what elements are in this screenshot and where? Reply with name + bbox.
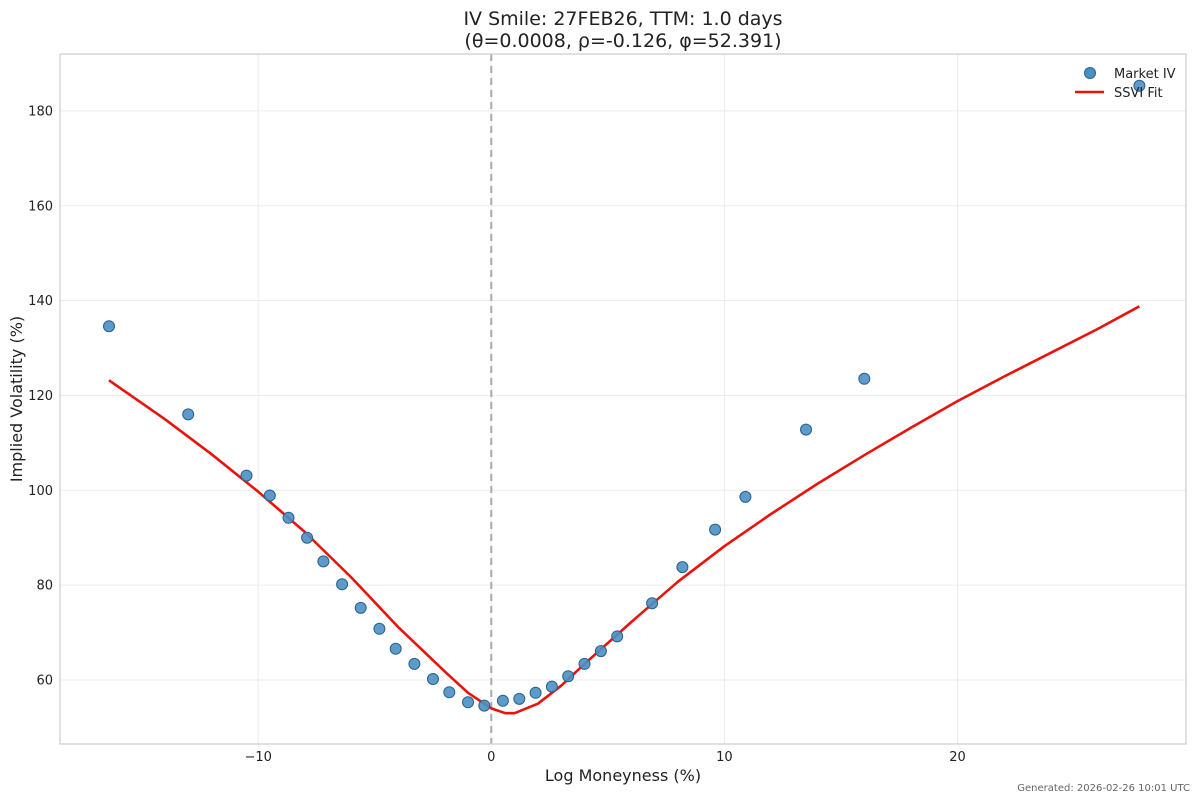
market-iv-point (103, 320, 115, 333)
market-iv-point (373, 622, 386, 635)
ssvi-fit-line (108, 305, 1141, 715)
x-tick-label: 20 (949, 750, 966, 765)
y-tick-label: 80 (36, 579, 53, 594)
legend-market-iv-label: Market IV (1114, 67, 1176, 82)
legend-ssvi-fit-label: SSVI Fit (1114, 86, 1163, 101)
market-iv-point (545, 680, 558, 693)
market-iv-point (709, 523, 722, 536)
chart-subtitle: (θ=0.0008, ρ=-0.126, φ=52.391) (464, 30, 781, 52)
y-tick-label: 180 (28, 104, 53, 119)
chart-title: IV Smile: 27FEB26, TTM: 1.0 days (463, 8, 782, 30)
market-iv-point (513, 692, 526, 705)
y-tick-label: 100 (28, 484, 53, 499)
y-tick-label: 60 (36, 673, 53, 688)
grid-lines (60, 54, 1186, 744)
market-iv-point (240, 469, 253, 482)
y-axis-ticks: 60 80 100 120 140 160 180 (28, 104, 53, 688)
legend-market-iv-marker (1084, 67, 1096, 79)
market-iv-point (676, 561, 689, 574)
y-tick-label: 160 (28, 199, 53, 214)
market-iv-point (611, 630, 624, 643)
market-iv-point (443, 686, 456, 699)
market-iv-point (739, 490, 752, 503)
plot-frame (59, 53, 1187, 745)
plot-background (60, 54, 1186, 744)
market-iv-point (336, 578, 349, 591)
market-iv-point (462, 696, 474, 709)
market-iv-point (282, 511, 295, 524)
market-iv-point (182, 408, 195, 421)
market-iv-point (562, 670, 575, 683)
market-iv-point (496, 694, 509, 707)
series-layer (103, 79, 1146, 715)
market-iv-point (800, 423, 812, 436)
market-iv-point (427, 673, 439, 685)
market-iv-point (529, 686, 542, 699)
x-tick-label: 10 (716, 750, 733, 765)
market-iv-point (1133, 79, 1146, 92)
legend: Market IV SSVI Fit (1075, 67, 1176, 101)
market-iv-point (858, 372, 871, 385)
x-tick-label: 0 (487, 750, 495, 765)
y-tick-label: 140 (28, 294, 53, 309)
x-axis-ticks: −10 0 10 20 (244, 750, 965, 765)
market-iv-point (317, 555, 330, 568)
market-iv-point (354, 601, 367, 614)
market-iv-point (594, 645, 607, 658)
market-iv-point (408, 657, 421, 670)
market-iv-point (646, 597, 659, 610)
market-iv-point (301, 531, 314, 544)
x-tick-label: −10 (244, 750, 271, 765)
market-iv-point (389, 642, 402, 655)
market-iv-point (578, 657, 591, 670)
market-iv-point (263, 489, 276, 502)
x-axis-label: Log Moneyness (%) (545, 766, 701, 785)
y-axis-label: Implied Volatility (%) (7, 316, 26, 482)
y-tick-label: 120 (28, 389, 53, 404)
market-iv-point (478, 699, 491, 712)
generated-timestamp: Generated: 2026-02-26 10:01 UTC (1017, 783, 1190, 794)
